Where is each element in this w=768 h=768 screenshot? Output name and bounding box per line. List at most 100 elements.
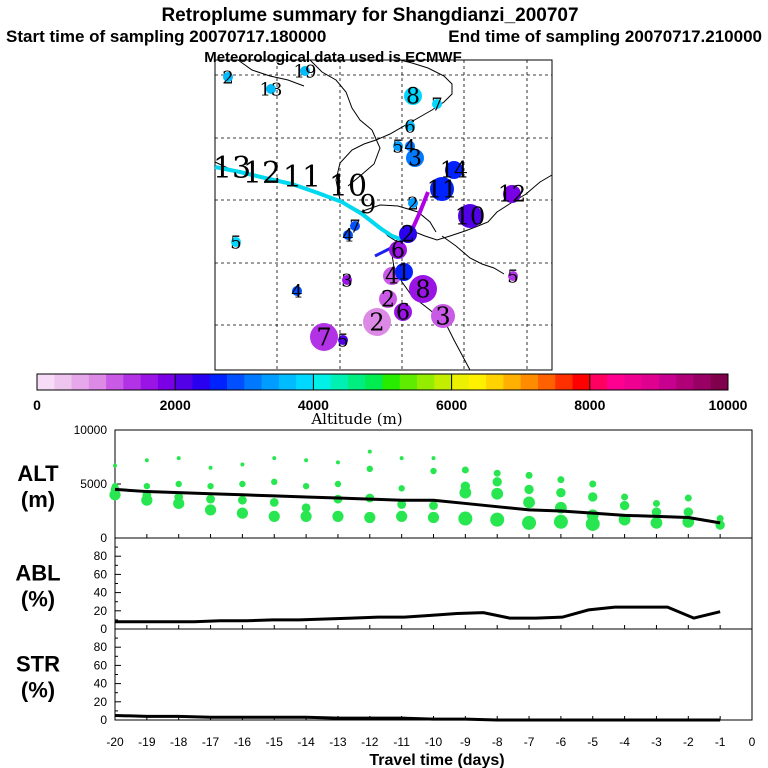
colorbar-cell — [37, 374, 55, 390]
y-tick-label: 10000 — [74, 423, 108, 437]
altitude-cluster-point — [366, 465, 373, 473]
colorbar-cell — [555, 374, 573, 390]
colorbar-tick-label: 8000 — [574, 397, 605, 413]
colorbar-cell — [520, 374, 539, 390]
map-point-label: 8 — [415, 275, 430, 303]
y-tick-label: 40 — [94, 677, 108, 691]
colorbar-cell — [192, 374, 211, 390]
map-point-label: 19 — [294, 61, 317, 82]
altitude-cluster-point — [619, 500, 630, 511]
panel-series-line — [114, 487, 721, 525]
altitude-cluster-point — [493, 469, 501, 477]
altitude-cluster-point — [396, 510, 408, 522]
altitude-cluster-point — [525, 471, 533, 479]
altitude-cluster-point — [588, 492, 598, 502]
colorbar-cell — [589, 374, 608, 390]
panel-label: ABL — [15, 561, 60, 586]
colorbar-cell — [537, 374, 556, 390]
colorbar-cell — [434, 374, 452, 390]
altitude-cluster-point — [589, 480, 597, 488]
x-tick-label: -2 — [683, 735, 694, 749]
colorbar-cell — [296, 374, 314, 390]
map-point-label: 4 — [342, 225, 353, 246]
map-point: 2 — [399, 223, 417, 248]
map-point-marker — [432, 99, 442, 109]
start-time-text: Start time of sampling 20070717.180000 — [6, 27, 326, 46]
colorbar-cell — [106, 374, 124, 390]
colorbar-cell — [451, 374, 470, 390]
x-tick-label: -9 — [460, 735, 471, 749]
x-tick-label: -3 — [651, 735, 662, 749]
map-point: 7 — [349, 216, 360, 237]
map-point: 3 — [406, 147, 424, 172]
y-tick-label: 60 — [94, 658, 108, 672]
altitude-cluster-point — [398, 485, 405, 492]
map-point-label: 11 — [427, 175, 458, 203]
x-tick-label: -14 — [297, 735, 315, 749]
colorbar-cell — [658, 374, 677, 390]
y-tick-label: 0 — [100, 713, 107, 727]
map-point-label: 5 — [392, 136, 403, 157]
altitude-cluster-point — [491, 487, 504, 500]
map-point: 3 — [341, 270, 352, 291]
altitude-cluster-point — [621, 493, 629, 501]
x-tick-label: -11 — [393, 735, 410, 749]
colorbar-cell — [607, 374, 625, 390]
map-point-label: 12 — [498, 183, 526, 208]
map-point: 4 — [291, 281, 302, 302]
panel-label: ALT — [17, 461, 59, 486]
altitude-cluster-point — [429, 501, 438, 510]
y-tick-label: 40 — [94, 586, 108, 600]
y-tick-label: 80 — [94, 549, 108, 563]
altitude-cluster-point — [271, 478, 278, 486]
map-point: 1 — [395, 261, 413, 286]
track-day-label: 9 — [360, 190, 377, 220]
altitude-cluster-point — [176, 456, 181, 461]
altitude-cluster-point — [141, 494, 153, 506]
altitude-cluster-point — [585, 516, 600, 531]
altitude-cluster-point — [332, 510, 344, 522]
map-point-marker — [394, 303, 412, 321]
altitude-cluster-point — [367, 449, 372, 454]
altitude-cluster-point — [459, 486, 472, 499]
altitude-cluster-point — [143, 482, 151, 490]
colorbar-cell — [676, 374, 694, 390]
x-tick-label: -10 — [425, 735, 443, 749]
map-point-marker — [405, 121, 415, 131]
altitude-cluster-point — [522, 515, 537, 530]
altitude-cluster-point — [650, 516, 663, 529]
altitude-cluster-point — [272, 456, 277, 461]
map-point: 7 — [431, 94, 442, 115]
track-day-label: 12 — [243, 156, 281, 191]
map-point-label: 2 — [381, 288, 395, 313]
altitude-cluster-point — [240, 462, 245, 467]
panel-unit-label: (m) — [21, 487, 55, 512]
colorbar-cell — [503, 374, 522, 390]
x-tick-label: -20 — [106, 735, 124, 749]
altitude-cluster-point — [651, 507, 662, 517]
altitude-cluster-point — [397, 500, 407, 509]
map-point-marker — [445, 161, 463, 179]
map-point-marker — [405, 141, 415, 151]
panel-series-line — [115, 605, 721, 624]
colorbar-title: Altitude (m) — [310, 410, 402, 428]
map-point-marker — [379, 290, 397, 308]
map-point-label: 10 — [455, 202, 486, 230]
map-point-marker — [343, 230, 353, 240]
panel-frame — [114, 628, 753, 721]
map-point-marker — [430, 177, 454, 201]
x-tick-label: -1 — [715, 735, 726, 749]
map-point-marker — [431, 304, 455, 328]
map-point: 13 — [260, 79, 283, 100]
altitude-cluster-point — [238, 495, 247, 505]
altitude-cluster-point — [524, 484, 534, 495]
map-point-label: 5 — [337, 330, 348, 351]
map-point-marker — [231, 237, 241, 247]
map-point-marker — [408, 198, 418, 208]
altitude-cluster-point — [652, 499, 660, 507]
altitude-cluster-point — [523, 496, 535, 509]
altitude-cluster-point — [113, 463, 117, 468]
x-tick-label: -16 — [234, 735, 252, 749]
